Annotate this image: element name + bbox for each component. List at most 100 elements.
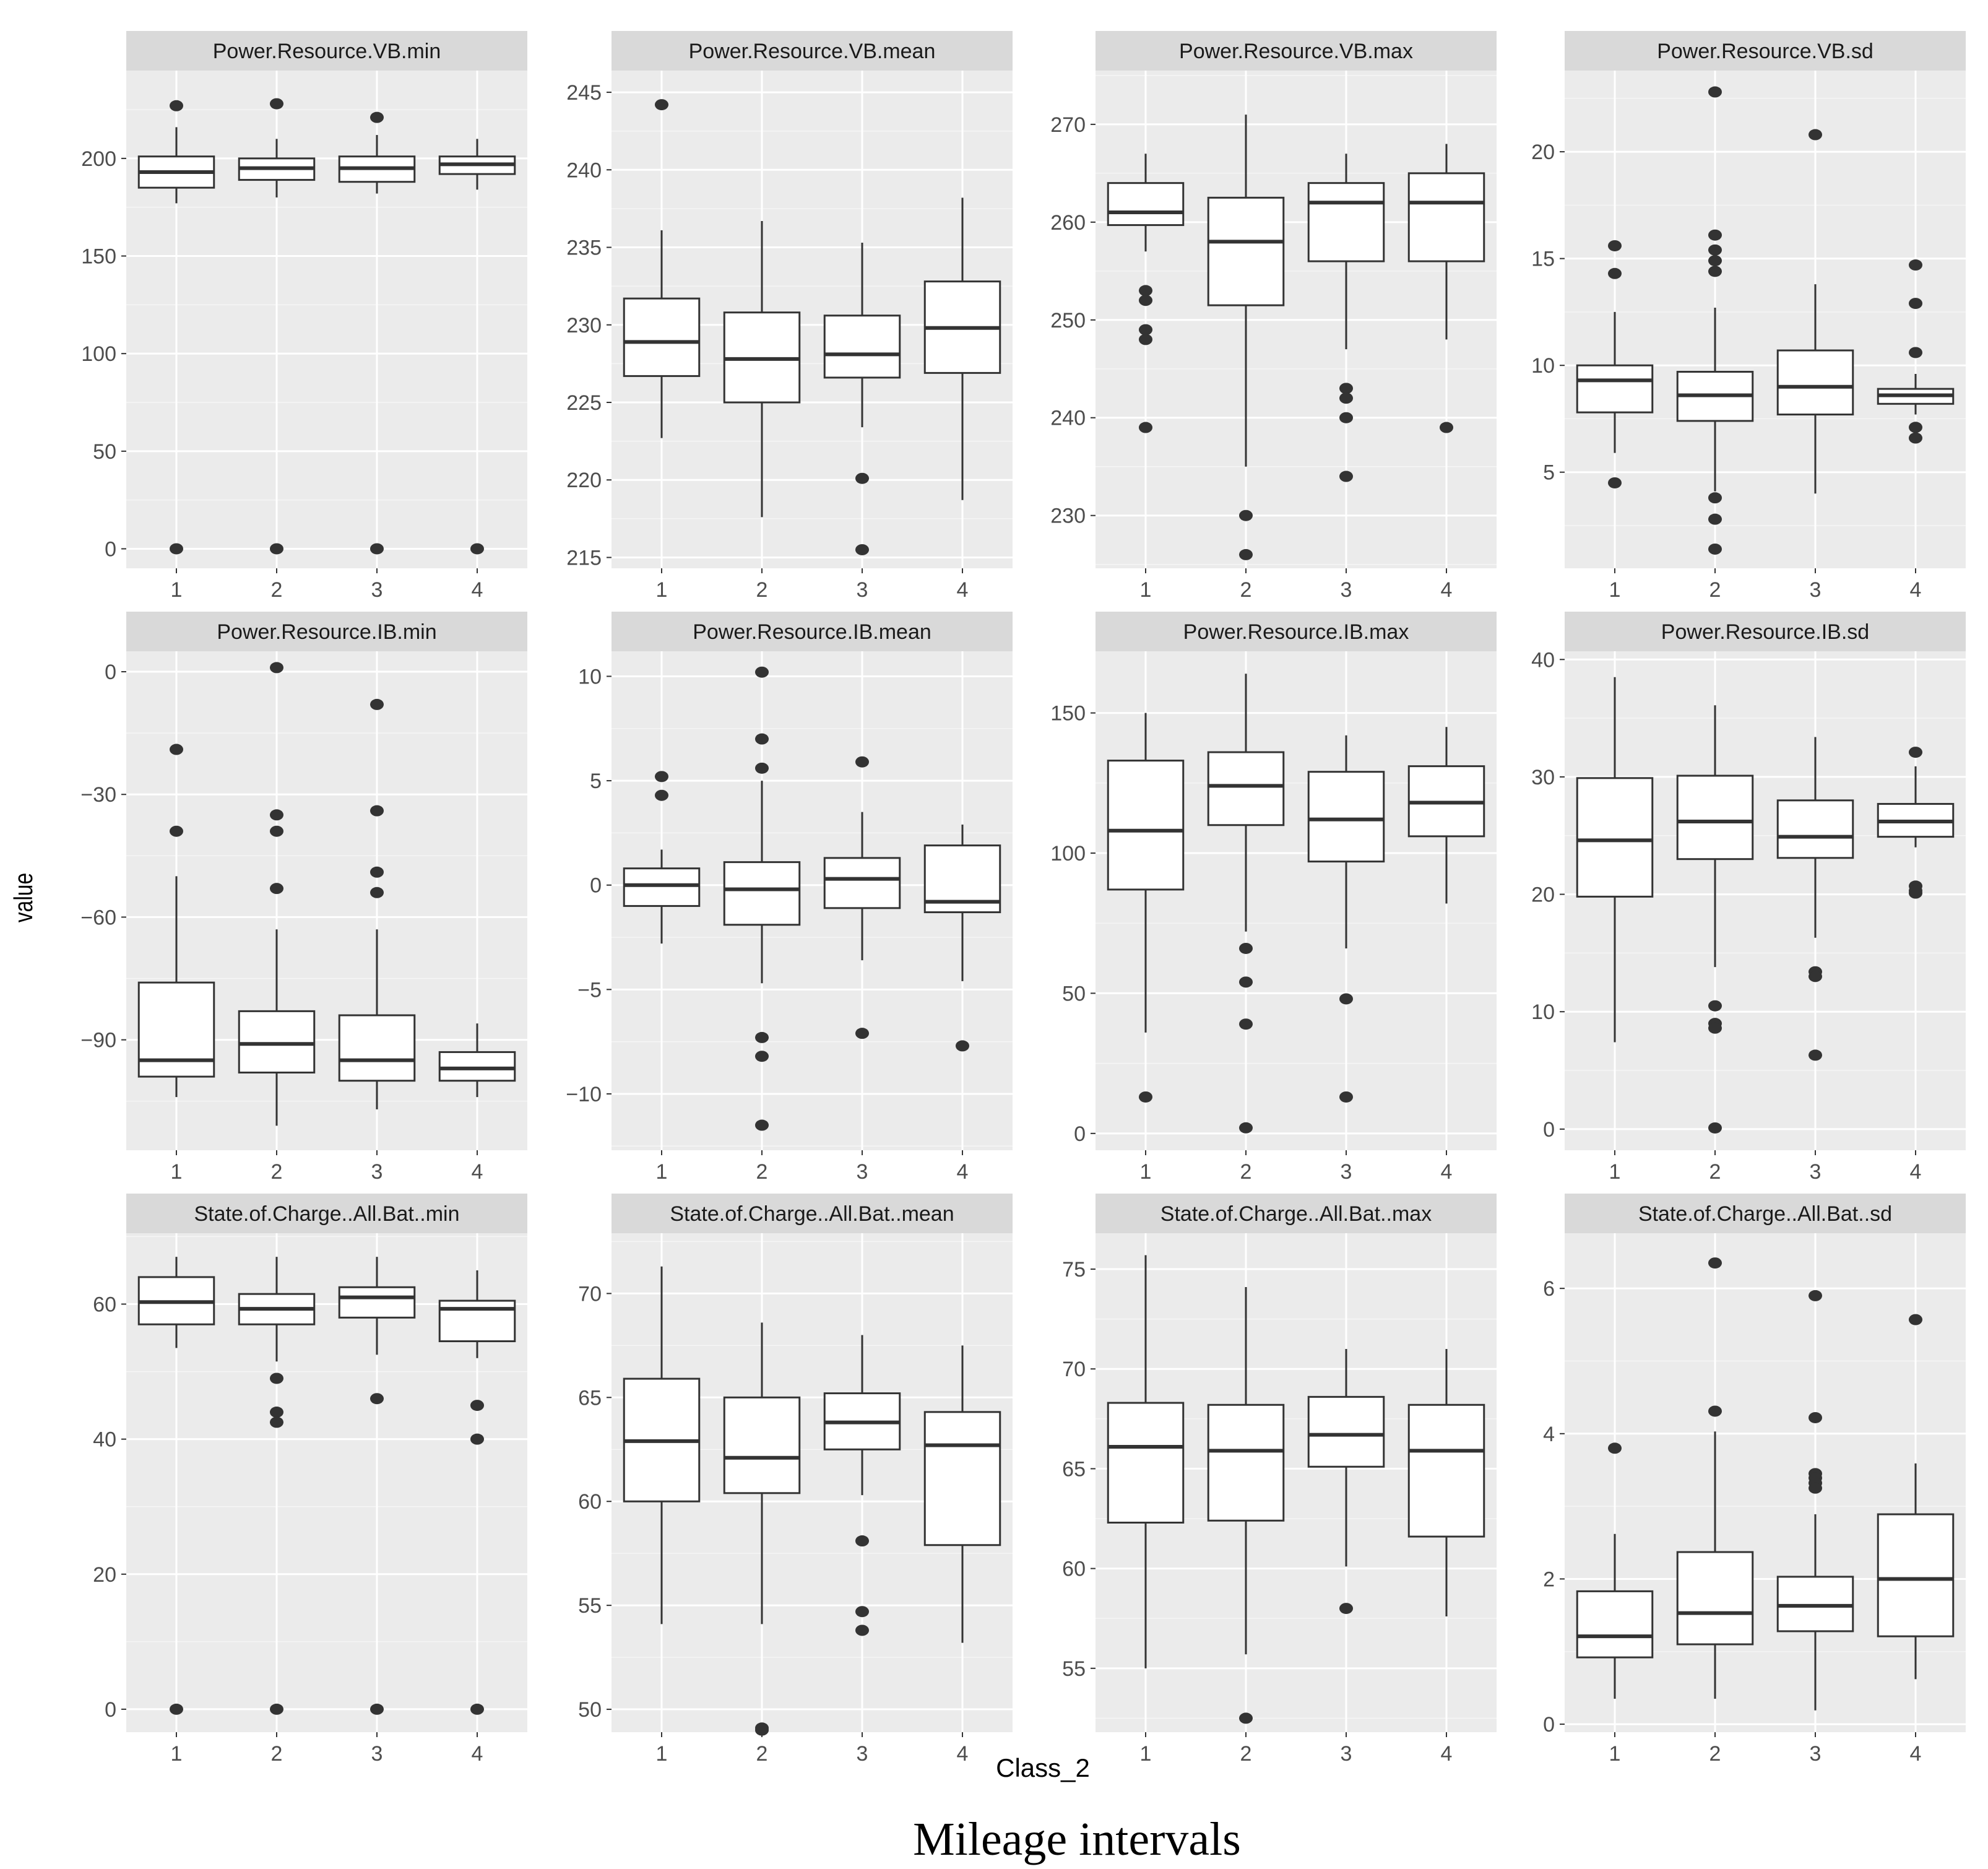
outlier-point [855,544,869,555]
iqr-box [438,1299,516,1343]
panel-5: Power.Resource.IB.min 0 −30 −60 −90 1 2 3 4 [80,612,527,1184]
iqr-box [1407,1403,1485,1538]
outlier-point [1909,432,1922,444]
panel-3-y-tick-label: 270 [1050,113,1086,137]
panel-1-box-2 [238,98,316,555]
outlier-point [755,762,769,774]
panel-10-box-1 [623,1266,701,1624]
panel-8-strip-title: Power.Resource.IB.sd [1661,620,1869,644]
panel-7-x-tick-label: 3 [1341,1160,1352,1184]
outlier-point [1809,1482,1822,1494]
outlier-point [1708,229,1722,241]
panel-12-y-tick-label: 4 [1543,1423,1555,1446]
outlier-point [755,666,769,678]
outlier-point [1139,334,1152,345]
outlier-point [1139,285,1152,297]
outlier-point [270,1407,283,1418]
panel-5-x-tick-label: 4 [472,1160,483,1184]
outlier-point [1809,1049,1822,1061]
panel-10-y-tick-label: 70 [578,1282,602,1306]
panel-3-x-tick-label: 3 [1341,578,1352,602]
panel-4-x-tick-label: 2 [1709,578,1721,602]
outlier-point [1608,240,1622,251]
panel-4-y-tick-label: 20 [1531,141,1555,164]
panel-12-y-tick-label: 2 [1543,1568,1555,1591]
panel-3-y-tick-label: 230 [1050,505,1086,528]
panel-11-box-2 [1207,1287,1285,1724]
panel-12-box-1 [1576,1442,1654,1699]
outlier-point [1809,971,1822,982]
panel-1: Power.Resource.VB.min 0 50 100 150 200 1 2 3 4 [81,31,527,602]
panel-9-x-tick-label: 1 [171,1742,183,1766]
panel-7: Power.Resource.IB.max 0 50 100 150 1 2 3 4 [1050,612,1497,1184]
outlier-point [370,543,384,555]
panel-4-box-4 [1877,259,1955,444]
panel-8-plot-area [1565,651,1966,1150]
panel-2: Power.Resource.VB.mean 215 220 225 230 235 240… [566,31,1013,602]
panel-10-box-2 [723,1322,801,1736]
panel-2-x-tick-label: 4 [957,578,969,602]
panel-7-strip [1096,612,1497,651]
panel-7-x-tick-label: 1 [1140,1160,1152,1184]
panel-3-x-tick-label: 2 [1240,578,1252,602]
panel-12-x-tick-label: 4 [1910,1742,1922,1766]
panel-4-strip-title: Power.Resource.VB.sd [1657,40,1873,63]
outlier-point [1339,993,1353,1005]
panel-2-y-tick-label: 230 [566,314,602,337]
panel-1-y-tick-label: 150 [81,245,116,269]
panel-8-box-4 [1877,747,1955,899]
outlier-point [1339,412,1353,423]
outlier-point [1708,492,1722,504]
outlier-point [1909,259,1922,271]
panel-2-box-1 [623,99,701,438]
panel-1-box-1 [137,100,215,555]
panel-9-x-tick-label: 3 [371,1742,383,1766]
panel-9-y-tick-label: 0 [105,1698,116,1722]
figure-caption: Mileage intervals [913,1813,1241,1865]
panel-7-box-2 [1207,674,1285,1134]
iqr-box [823,857,901,909]
panel-9-box-1 [137,1257,215,1715]
panel-7-y-tick-label: 0 [1074,1122,1086,1146]
panel-1-y-tick-label: 50 [93,440,116,464]
outlier-point [755,1119,769,1131]
outlier-point [1239,549,1253,560]
panel-9-y-tick-label: 20 [93,1563,116,1587]
panel-4-y-tick-label: 10 [1531,354,1555,378]
outlier-point [470,1400,484,1412]
panel-2-strip [612,31,1013,71]
iqr-box [1576,1590,1654,1659]
outlier-point [1139,1091,1152,1103]
panel-5-x-tick-label: 1 [171,1160,183,1184]
panel-3: Power.Resource.VB.max 230 240 250 260 270 1 2 3 4 [1050,31,1497,602]
outlier-point [855,1606,869,1618]
panel-11-y-tick-label: 55 [1062,1657,1086,1681]
panel-2-x-tick-label: 1 [656,578,668,602]
panel-11-y-tick-label: 65 [1062,1457,1086,1481]
panel-8-box-2 [1676,705,1754,1134]
panel-6-x-tick-label: 4 [957,1160,969,1184]
iqr-box [1877,1513,1955,1637]
iqr-box [1107,182,1185,227]
outlier-point [370,866,384,878]
outlier-point [470,543,484,555]
outlier-point [1339,471,1353,482]
outlier-point [1708,244,1722,256]
panel-1-y-tick-label: 0 [105,537,116,561]
outlier-point [1708,86,1722,98]
iqr-box [1676,774,1754,861]
outlier-point [270,1703,283,1715]
panel-3-y-tick-label: 250 [1050,309,1086,332]
panel-8-box-3 [1776,737,1854,1061]
iqr-box [1307,1395,1385,1468]
outlier-point [1139,422,1152,433]
panel-1-x-tick-label: 4 [472,578,483,602]
panel-1-y-tick-label: 200 [81,147,116,171]
outlier-point [1239,942,1253,954]
panel-12-y-tick-label: 6 [1543,1277,1555,1301]
outlier-point [1440,422,1453,433]
panel-9-x-tick-label: 2 [271,1742,283,1766]
panel-4-box-3 [1776,129,1854,494]
panel-10-box-4 [923,1345,1001,1643]
outlier-point [855,472,869,484]
